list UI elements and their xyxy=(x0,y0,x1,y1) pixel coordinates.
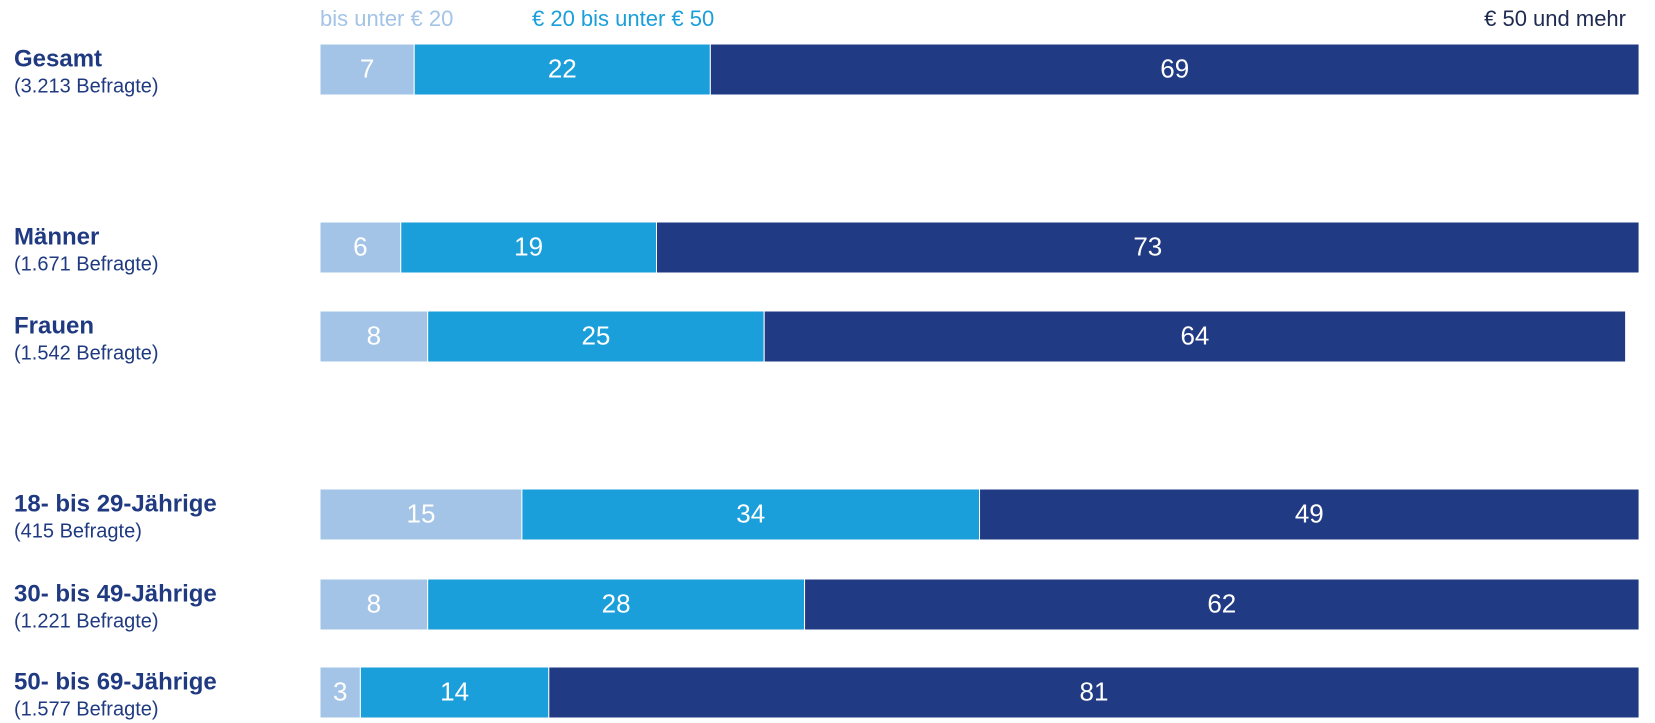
bar-segment xyxy=(319,310,429,363)
value-label: 34 xyxy=(736,498,765,528)
category-label: Männer xyxy=(14,223,99,250)
legend-label: € 50 und mehr xyxy=(1484,6,1626,31)
value-label: 28 xyxy=(602,588,631,618)
category-label: Gesamt xyxy=(14,45,102,72)
value-label: 81 xyxy=(1079,676,1108,706)
bar-segment xyxy=(979,488,1640,541)
category-sublabel: (3.213 Befragte) xyxy=(14,75,159,97)
bar-segment xyxy=(319,221,402,274)
bar-segment xyxy=(319,43,415,96)
bar-segment xyxy=(709,43,1640,96)
value-label: 73 xyxy=(1133,231,1162,261)
bar-segment xyxy=(319,488,523,541)
category-label: 50- bis 69-Jährige xyxy=(14,668,217,695)
bar-segment xyxy=(359,666,550,719)
value-label: 14 xyxy=(440,676,469,706)
value-label: 15 xyxy=(406,498,435,528)
bar-segment xyxy=(427,578,806,631)
bar-segment xyxy=(656,221,1640,274)
value-label: 64 xyxy=(1180,320,1209,350)
bar-segment xyxy=(413,43,711,96)
category-label: 30- bis 49-Jährige xyxy=(14,580,217,607)
value-label: 6 xyxy=(353,231,367,261)
value-label: 62 xyxy=(1207,588,1236,618)
bar-segment xyxy=(319,666,361,719)
bar-segment xyxy=(548,666,1640,719)
legend-label: € 20 bis unter € 50 xyxy=(532,6,714,31)
value-label: 25 xyxy=(581,320,610,350)
category-label: Frauen xyxy=(14,312,94,339)
category-sublabel: (1.542 Befragte) xyxy=(14,342,159,364)
value-label: 8 xyxy=(367,588,381,618)
category-sublabel: (1.671 Befragte) xyxy=(14,253,159,275)
bar-segment xyxy=(319,578,429,631)
category-sublabel: (1.221 Befragte) xyxy=(14,610,159,632)
category-label: 18- bis 29-Jährige xyxy=(14,490,217,517)
category-sublabel: (415 Befragte) xyxy=(14,520,142,542)
value-label: 19 xyxy=(514,231,543,261)
value-label: 3 xyxy=(333,676,347,706)
value-label: 22 xyxy=(548,53,577,83)
bar-segment xyxy=(763,310,1627,363)
bar-segment xyxy=(400,221,658,274)
legend-label: bis unter € 20 xyxy=(320,6,453,31)
bar-segment xyxy=(427,310,765,363)
value-label: 8 xyxy=(367,320,381,350)
value-label: 49 xyxy=(1295,498,1324,528)
value-label: 69 xyxy=(1160,53,1189,83)
category-sublabel: (1.577 Befragte) xyxy=(14,698,159,720)
bar-segment xyxy=(804,578,1640,631)
value-label: 7 xyxy=(360,53,374,83)
